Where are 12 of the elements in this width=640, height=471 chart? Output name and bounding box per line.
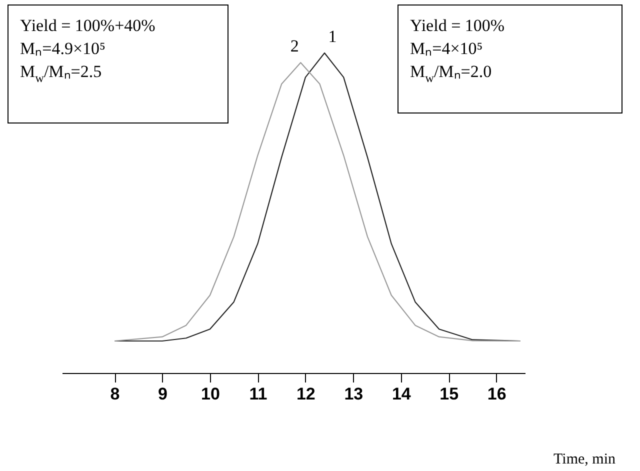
series-label: 2 bbox=[290, 36, 299, 56]
x-axis-title: Time, min bbox=[554, 452, 616, 468]
x-tick-label: 14 bbox=[392, 384, 412, 404]
x-tick-label: 10 bbox=[201, 384, 220, 404]
x-tick-label: 9 bbox=[158, 384, 168, 404]
x-tick-label: 12 bbox=[296, 384, 316, 404]
x-tick-label: 8 bbox=[110, 384, 120, 404]
x-tick-label: 15 bbox=[440, 384, 459, 404]
series-label: 1 bbox=[328, 27, 337, 46]
x-tick-label: 13 bbox=[344, 384, 364, 404]
x-tick-label: 11 bbox=[249, 384, 268, 404]
x-tick-label: 16 bbox=[487, 384, 506, 404]
